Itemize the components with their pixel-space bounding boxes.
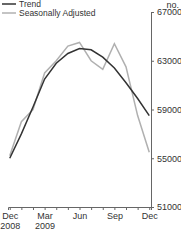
y-axis-line — [152, 13, 155, 208]
x-tick-mark — [103, 207, 104, 210]
x-tick-mark — [80, 207, 81, 210]
x-tick: Jun — [73, 207, 88, 221]
y-tick-label: 51000 — [157, 202, 181, 212]
x-tick-mark — [21, 207, 22, 210]
x-tick — [91, 207, 92, 210]
x-tick — [33, 207, 34, 210]
y-tick-mark — [151, 158, 154, 159]
x-tick — [103, 207, 104, 210]
x-tick-label: Mar2009 — [35, 211, 55, 231]
y-tick-mark — [151, 61, 154, 62]
x-tick-mark — [138, 207, 139, 210]
legend: TrendSeasonally Adjusted — [2, 0, 96, 18]
legend-swatch — [2, 3, 16, 5]
x-tick-mark — [33, 207, 34, 210]
x-tick-mark — [68, 207, 69, 210]
x-tick-label-line: Sep — [107, 211, 123, 221]
x-tick-mark — [126, 207, 127, 210]
x-tick — [126, 207, 127, 210]
x-tick-mark — [10, 207, 11, 210]
x-tick: Dec — [142, 207, 159, 221]
x-tick-label-line: Jun — [73, 211, 88, 221]
y-tick: 59000 — [151, 105, 181, 115]
y-tick-label: 63000 — [157, 56, 181, 66]
x-tick-mark — [91, 207, 92, 210]
x-tick-label-line: 2008 — [0, 221, 20, 231]
x-tick-label-line: Dec — [142, 211, 159, 221]
x-tick-label: Dec — [142, 211, 159, 221]
x-tick-label: Dec2008 — [0, 211, 20, 231]
y-axis-title: no. — [166, 0, 179, 10]
plot-lines — [10, 42, 150, 158]
x-axis-line — [9, 208, 152, 211]
x-tick-mark — [56, 207, 57, 210]
x-tick-label: Sep — [107, 211, 123, 221]
x-tick — [56, 207, 57, 210]
y-axis: 5100055000590006300067000 — [151, 7, 181, 212]
y-tick-mark — [151, 110, 154, 111]
x-axis: Dec2008Mar2009JunSepDec — [0, 207, 158, 231]
x-tick: Dec2008 — [0, 207, 20, 231]
x-tick-label-line: Mar — [37, 211, 53, 221]
x-tick-label: Jun — [73, 211, 88, 221]
y-tick-label: 59000 — [157, 105, 181, 115]
x-tick: Mar2009 — [35, 207, 55, 231]
chart: 5100055000590006300067000no.Dec2008Mar20… — [0, 0, 181, 231]
y-tick: 55000 — [151, 154, 181, 164]
x-tick: Sep — [107, 207, 123, 221]
x-tick — [21, 207, 22, 210]
x-tick — [68, 207, 69, 210]
x-tick-mark — [45, 207, 46, 210]
series-line — [10, 42, 150, 155]
y-tick-mark — [151, 12, 154, 13]
legend-label: Seasonally Adjusted — [19, 8, 96, 18]
x-tick — [138, 207, 139, 210]
legend-swatch — [2, 12, 16, 14]
y-tick: 63000 — [151, 56, 181, 66]
x-tick-mark — [149, 207, 150, 210]
x-tick-mark — [114, 207, 115, 210]
series-line — [10, 49, 150, 159]
x-tick-label-line: Dec — [2, 211, 19, 221]
x-tick-label-line: 2009 — [35, 221, 55, 231]
y-tick-label: 55000 — [157, 154, 181, 164]
